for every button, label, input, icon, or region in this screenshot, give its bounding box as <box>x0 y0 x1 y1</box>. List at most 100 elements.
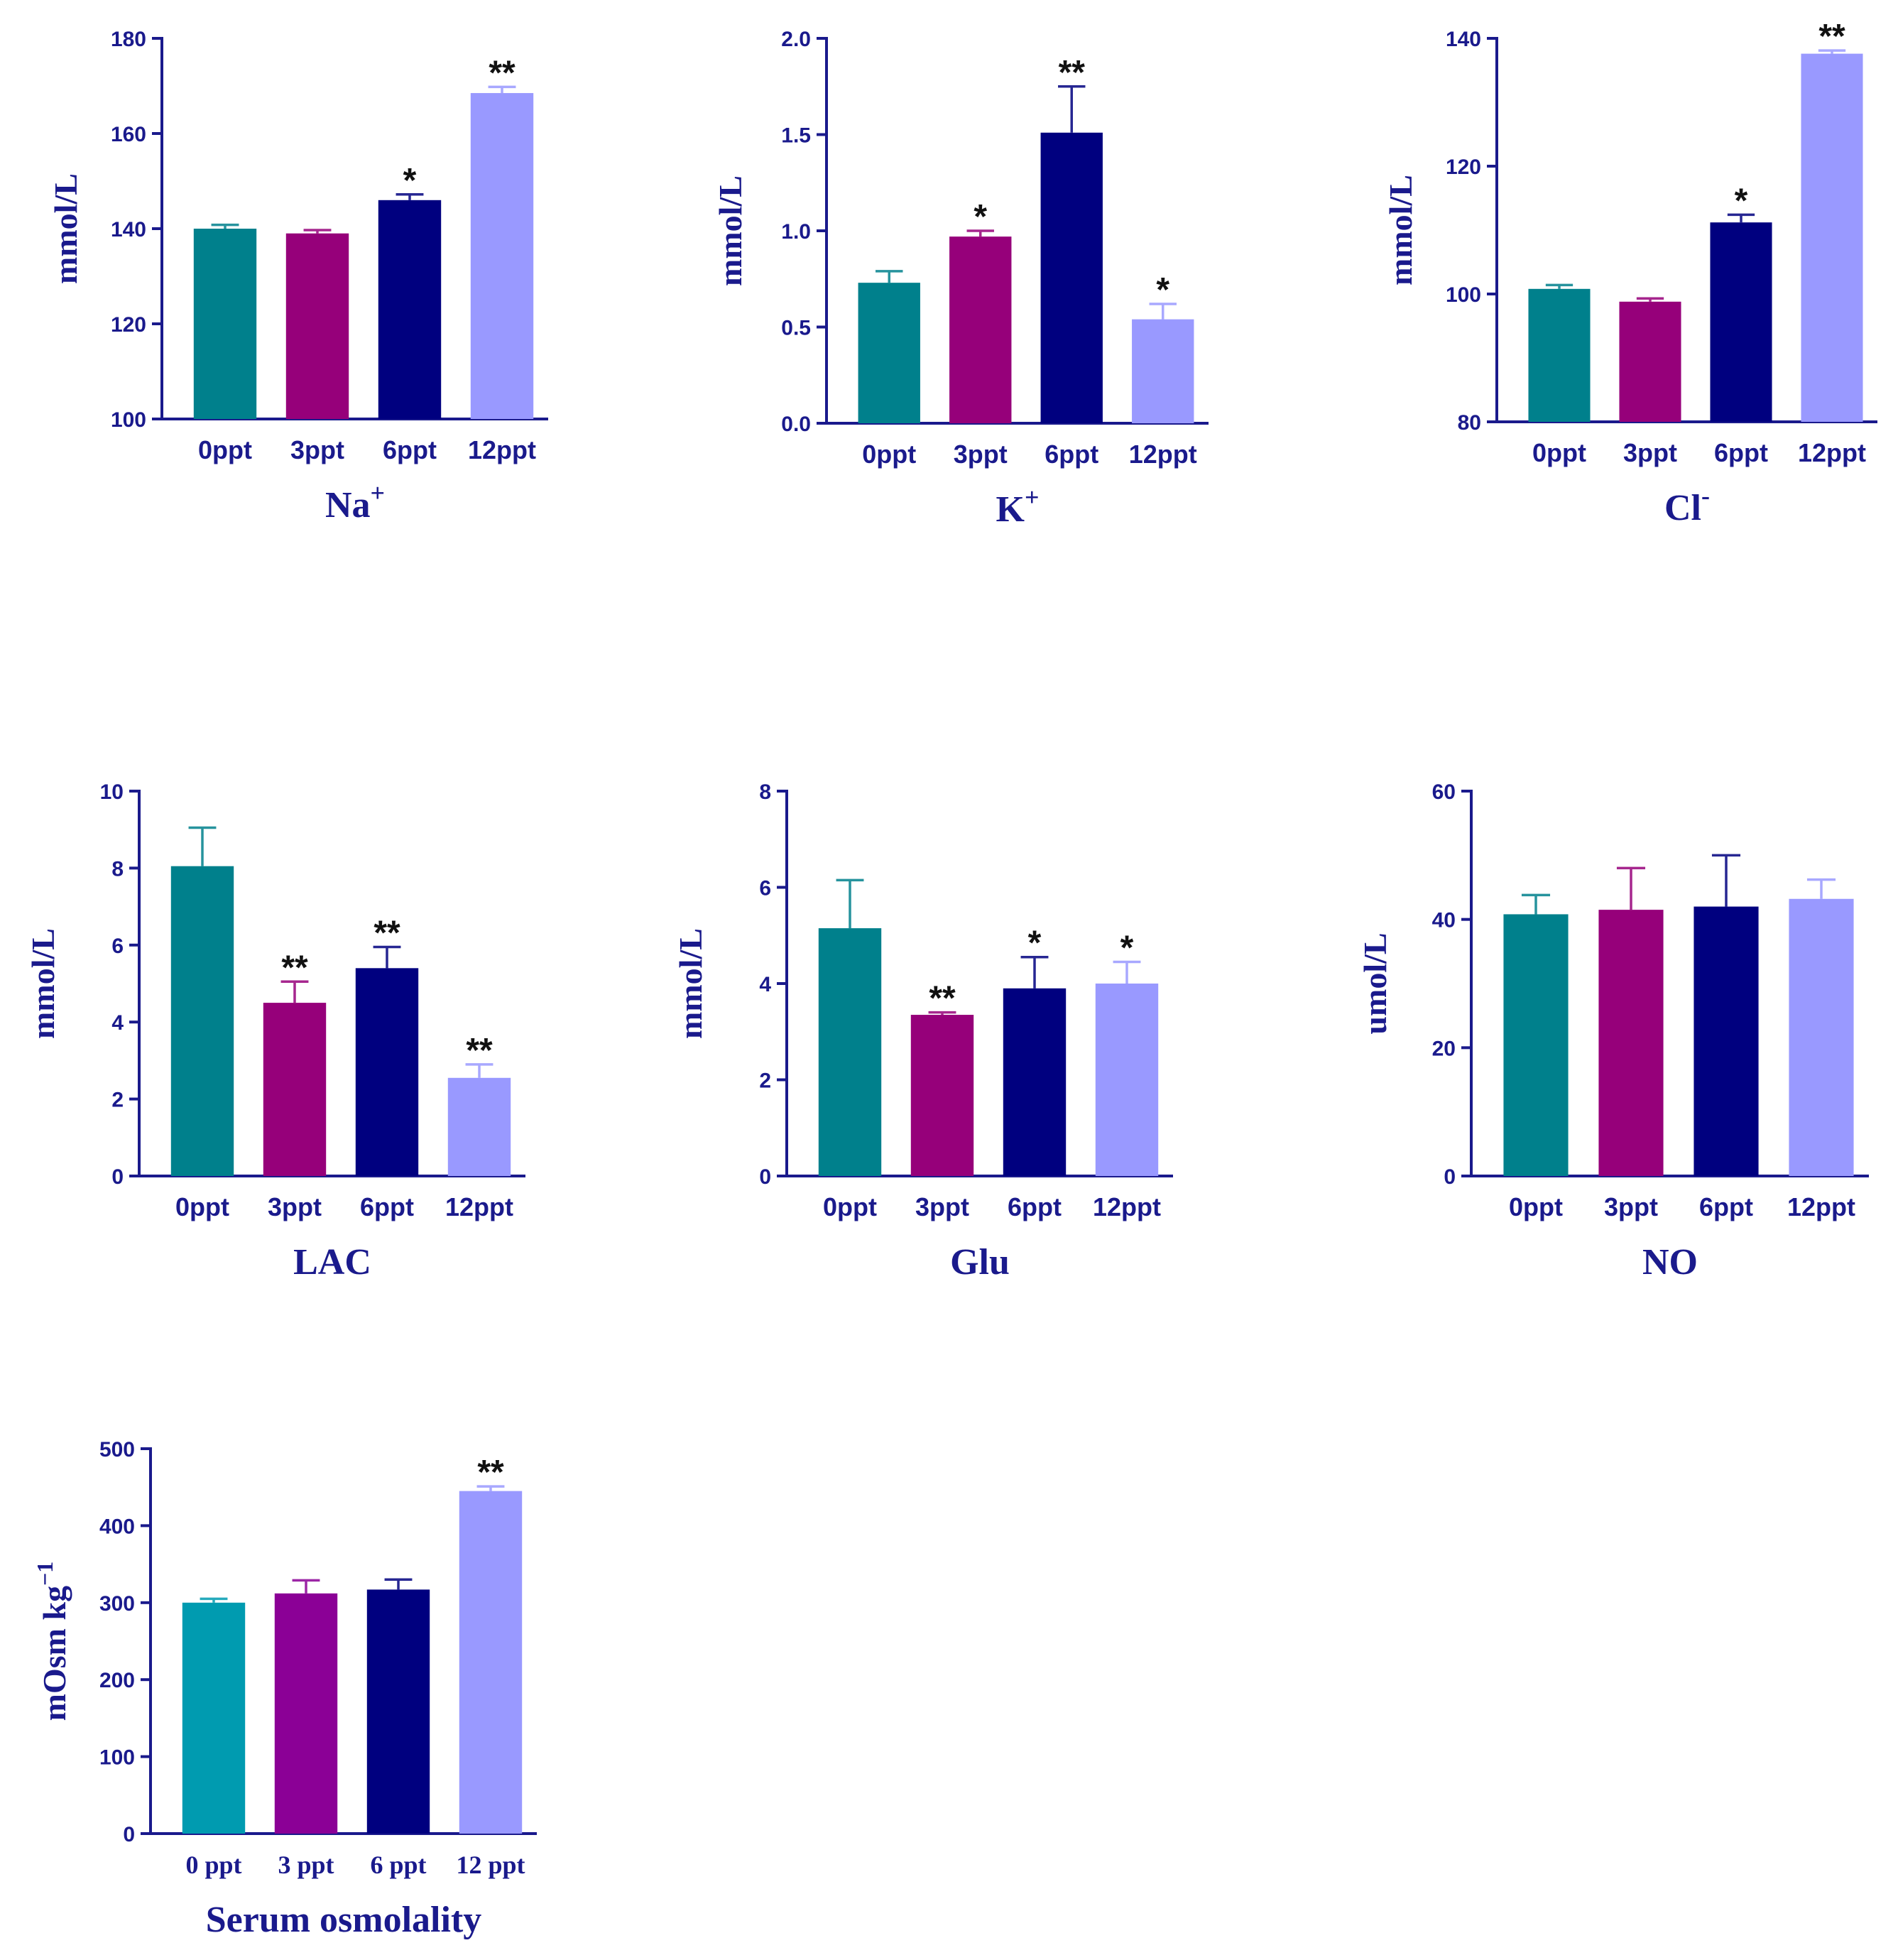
y-tick-label: 2 <box>111 1089 124 1112</box>
y-axis-title: mOsm kg−1 <box>32 1562 72 1721</box>
y-tick-label: 180 <box>111 28 146 51</box>
bar-12-ppt <box>459 1485 523 1834</box>
bar-rect <box>1040 132 1103 424</box>
y-tick-label: 120 <box>111 313 146 337</box>
bar-3ppt <box>1598 866 1664 1176</box>
y-tick-label: 0 <box>111 1165 124 1189</box>
y-tick-label: 120 <box>1446 156 1481 179</box>
chart-panel-glu: 0 2 4 6 8 0ppt 3ppt ** 6ppt * 12ppt * mmol/L Glu <box>672 780 1173 1283</box>
significance-label: ** <box>1059 54 1086 92</box>
y-axis-title-text: mmol/L <box>712 175 748 286</box>
chart-panel-no: 0 20 40 60 0ppt 3ppt 6ppt 12ppt umol/L NO <box>1357 780 1869 1283</box>
y-axis-title-text: mmol/L <box>1382 175 1419 285</box>
y-tick-label: 0 <box>1444 1165 1456 1189</box>
bar-rect <box>1710 222 1772 422</box>
chart-panel-na: 100 120 140 160 180 0ppt 3ppt 6ppt * 12ppt ** mmol/… <box>48 28 548 526</box>
y-tick-label: 400 <box>99 1515 135 1538</box>
bar-3-ppt <box>274 1579 338 1834</box>
y-tick-label: 2 <box>759 1069 771 1093</box>
bar-rect <box>1801 53 1863 423</box>
x-tick-label: 6ppt <box>1008 1192 1062 1221</box>
x-tick-label: 6ppt <box>1714 438 1768 467</box>
bar-3ppt <box>910 1011 974 1176</box>
bar-rect <box>274 1593 338 1834</box>
x-tick-label: 0ppt <box>823 1192 877 1221</box>
bar-6ppt <box>355 945 419 1176</box>
x-axis-title: Cl- <box>1664 481 1710 528</box>
bar-6ppt <box>1040 85 1103 424</box>
y-tick-label: 10 <box>100 780 124 804</box>
x-tick-label: 0ppt <box>175 1192 229 1221</box>
y-axis-title: mmol/L <box>48 173 84 284</box>
bar-0-ppt <box>182 1597 246 1834</box>
x-axis-title-superscript: - <box>1701 481 1710 510</box>
x-axis-title: Serum osmolality <box>206 1900 482 1940</box>
bar-rect <box>263 1003 327 1176</box>
bar-rect <box>910 1015 974 1176</box>
x-axis-title: Glu <box>950 1242 1010 1283</box>
y-tick-label: 0 <box>759 1165 771 1189</box>
x-axis-title-text: NO <box>1642 1242 1698 1283</box>
x-tick-label: 3ppt <box>268 1192 322 1221</box>
bar-rect <box>818 928 882 1176</box>
bar-rect <box>447 1077 511 1176</box>
y-axis-title: mmol/L <box>25 928 61 1039</box>
y-axis-title-text: mOsm kg <box>36 1586 72 1721</box>
y-tick-label: 20 <box>1432 1037 1456 1060</box>
y-tick-label: 500 <box>99 1438 135 1461</box>
y-tick-label: 1.5 <box>781 124 811 148</box>
significance-label: * <box>1156 271 1169 309</box>
y-axis-title-text: mmol/L <box>48 173 84 284</box>
bar-0ppt <box>193 223 257 419</box>
bar-rect <box>470 93 534 420</box>
y-tick-label: 100 <box>1446 283 1481 307</box>
bar-6-ppt <box>366 1578 430 1834</box>
significance-label: * <box>973 198 987 236</box>
x-tick-label: 12ppt <box>445 1192 513 1221</box>
bar-0ppt <box>1528 283 1591 422</box>
bar-0ppt <box>1503 893 1569 1176</box>
x-tick-label: 12ppt <box>1798 438 1866 467</box>
bar-rect <box>1095 984 1159 1176</box>
bar-rect <box>1619 301 1681 422</box>
bar-0ppt <box>858 270 920 423</box>
x-axis-title: LAC <box>293 1242 371 1283</box>
bar-rect <box>182 1602 246 1834</box>
bar-6ppt <box>1003 955 1067 1176</box>
y-tick-label: 4 <box>759 973 771 996</box>
x-axis-title: K+ <box>996 483 1040 530</box>
y-axis-title: mmol/L <box>712 175 748 286</box>
y-tick-label: 8 <box>759 780 771 804</box>
x-tick-label: 3ppt <box>1604 1192 1658 1221</box>
x-tick-label: 12ppt <box>1129 440 1197 469</box>
x-axis-title-text: Serum osmolality <box>206 1900 482 1940</box>
x-tick-label: 12 ppt <box>456 1851 525 1879</box>
bar-6ppt <box>1710 213 1772 422</box>
significance-label: ** <box>373 915 400 952</box>
y-tick-label: 40 <box>1432 909 1456 932</box>
x-tick-label: 12ppt <box>1787 1192 1855 1221</box>
y-tick-label: 160 <box>111 123 146 146</box>
bar-rect <box>459 1491 523 1834</box>
bar-rect <box>858 283 920 423</box>
bar-rect <box>1003 988 1067 1176</box>
bar-12ppt <box>1801 49 1863 423</box>
bar-rect <box>170 866 234 1176</box>
x-tick-label: 6ppt <box>360 1192 414 1221</box>
y-tick-label: 6 <box>759 877 771 900</box>
bar-12ppt <box>1095 960 1159 1176</box>
x-tick-label: 6ppt <box>383 435 437 464</box>
x-tick-label: 0 ppt <box>185 1851 241 1879</box>
y-tick-label: 300 <box>99 1592 135 1616</box>
bar-rect <box>1694 906 1759 1176</box>
bar-3ppt <box>1619 297 1681 422</box>
x-tick-label: 3 ppt <box>278 1851 334 1879</box>
significance-label: * <box>1120 930 1134 967</box>
significance-label: ** <box>466 1032 493 1069</box>
bar-3ppt <box>263 980 327 1176</box>
x-axis-title-text: Na <box>325 485 371 526</box>
bar-6ppt <box>1694 854 1759 1176</box>
y-tick-label: 140 <box>1446 28 1481 51</box>
bar-12ppt <box>470 85 534 420</box>
